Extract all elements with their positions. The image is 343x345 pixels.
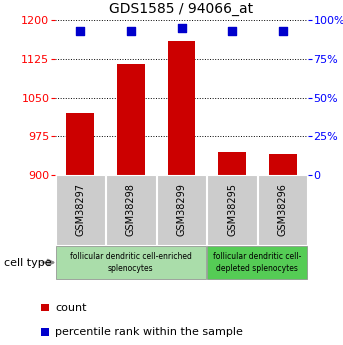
Point — [78, 28, 83, 33]
Text: follicular dendritic cell-enriched
splenocytes: follicular dendritic cell-enriched splen… — [70, 253, 192, 273]
Text: GSM38295: GSM38295 — [227, 184, 237, 237]
Bar — [106, 175, 156, 245]
Bar — [218, 152, 246, 175]
Text: cell type: cell type — [4, 257, 51, 267]
Text: percentile rank within the sample: percentile rank within the sample — [55, 327, 243, 337]
Bar — [269, 154, 297, 175]
Text: count: count — [55, 303, 86, 313]
Point — [229, 28, 235, 33]
Bar — [117, 64, 145, 175]
Text: GSM38296: GSM38296 — [278, 184, 288, 236]
Text: GSM38297: GSM38297 — [75, 184, 85, 237]
Bar — [56, 175, 105, 245]
Bar — [258, 175, 307, 245]
Bar — [56, 246, 206, 279]
Text: GSM38298: GSM38298 — [126, 184, 136, 236]
Text: GSM38299: GSM38299 — [177, 184, 187, 236]
Point — [128, 28, 134, 33]
Bar — [207, 175, 257, 245]
Point — [179, 25, 184, 30]
Bar — [168, 41, 196, 175]
Bar — [67, 113, 94, 175]
Bar — [157, 175, 206, 245]
Point — [280, 28, 285, 33]
Title: GDS1585 / 94066_at: GDS1585 / 94066_at — [109, 2, 253, 16]
Text: follicular dendritic cell-
depleted splenocytes: follicular dendritic cell- depleted sple… — [213, 253, 301, 273]
Bar — [207, 246, 307, 279]
